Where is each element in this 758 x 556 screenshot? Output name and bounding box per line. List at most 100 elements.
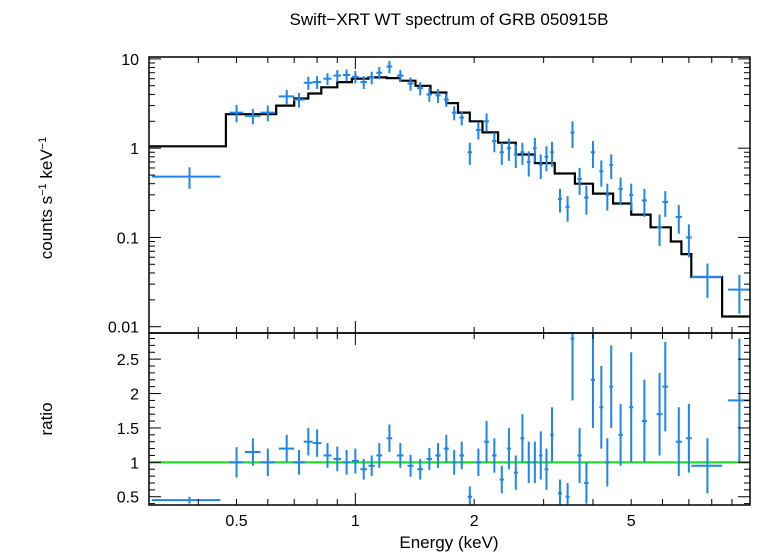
spectrum-panel: 0.01 0.1 1 10 counts s−1 keV−1 — [37, 52, 751, 337]
spectrum-data-point — [417, 82, 424, 96]
spectrum-y-label: counts s−1 keV−1 — [37, 137, 56, 259]
ratio-data-point — [544, 448, 549, 490]
x-tick-label: 0.5 — [225, 513, 247, 530]
ratio-y-tick-label: 1 — [130, 455, 139, 472]
ratio-y-label: ratio — [37, 402, 56, 435]
ratio-panel: 0.5 1 1.5 2 2.5 0.5 1 2 5 ratio — [37, 332, 751, 530]
spectrum-data-point — [312, 76, 322, 89]
spectrum-data-point — [577, 167, 582, 195]
ratio-data-point — [443, 434, 449, 463]
spectrum-data-point — [407, 77, 414, 91]
ratio-data-point — [526, 441, 531, 483]
ratio-data-point — [484, 421, 489, 463]
ratio-y-tick-label: 0.5 — [117, 490, 139, 507]
ratio-data-point — [451, 449, 457, 475]
spectrum-data-point — [609, 154, 614, 180]
spectrum-y-tick-label: 1 — [130, 141, 139, 158]
ratio-data-point — [368, 455, 375, 477]
ratio-data-point — [584, 462, 589, 504]
spectrum-data-point — [728, 274, 750, 314]
spectrum-data-point — [351, 71, 359, 84]
spectrum-y-tick-label: 0.1 — [117, 230, 139, 247]
ratio-data-point — [278, 434, 295, 463]
spectrum-data-point — [426, 88, 433, 102]
ratio-data-point — [656, 372, 663, 456]
ratio-y-tick-label: 1.5 — [117, 421, 139, 438]
spectrum-data-point — [386, 60, 393, 74]
ratio-data-point — [629, 352, 634, 463]
spectrum-data-point — [396, 70, 404, 83]
ratio-data-point — [513, 455, 518, 490]
spectrum-data-point — [451, 106, 457, 121]
ratio-data-point — [323, 443, 332, 468]
ratio-data-point — [244, 438, 261, 466]
ratio-data-point — [550, 407, 554, 463]
ratio-data-point — [662, 341, 669, 432]
spectrum-data-point — [584, 185, 589, 215]
spectrum-data-point — [229, 104, 244, 123]
spectrum-data-point — [629, 183, 634, 211]
ratio-data-point — [570, 333, 575, 401]
spectrum-data-point — [675, 205, 682, 234]
ratio-data-point — [691, 438, 723, 494]
ratio-data-point — [605, 438, 610, 487]
ratio-data-point — [376, 443, 383, 468]
ratio-data-point — [312, 429, 322, 457]
x-tick-label: 2 — [470, 513, 479, 530]
spectrum-data-point — [550, 141, 554, 167]
model-curve — [149, 76, 750, 318]
spectrum-data-point — [570, 121, 575, 149]
ratio-data-point — [351, 448, 359, 474]
ratio-data-point — [533, 441, 537, 483]
x-tick-label: 1 — [351, 513, 360, 530]
ratio-data-point — [520, 414, 525, 463]
spectrum-data-point — [492, 132, 497, 153]
ratio-data-point — [417, 458, 424, 480]
spectrum-x-tick-marks — [148, 57, 751, 333]
x-tick-label: 5 — [627, 513, 636, 530]
ratio-frame — [148, 332, 751, 506]
spectrum-data-point — [151, 167, 221, 189]
ratio-data-point — [539, 431, 543, 480]
spectrum-data-point — [323, 73, 332, 85]
spectrum-data-point — [599, 160, 604, 187]
spectrum-data-point — [459, 111, 465, 126]
spectrum-data-point — [605, 183, 610, 211]
ratio-data-point — [565, 482, 570, 505]
ratio-data-point — [360, 458, 367, 480]
ratio-data-point — [609, 345, 614, 428]
ratio-data-point — [396, 443, 404, 468]
ratio-data-point — [229, 447, 244, 478]
spectrum-data-point — [467, 142, 472, 165]
spectrum-data-point — [691, 263, 723, 298]
ratio-data-point — [407, 454, 414, 477]
spectrum-data-point — [506, 138, 512, 161]
spectrum-data-point — [656, 214, 663, 247]
chart-title: Swift−XRT WT spectrum of GRB 050915B — [290, 10, 609, 29]
spectrum-data-point — [260, 105, 275, 122]
ratio-data-point — [599, 366, 604, 449]
ratio-data-point — [426, 447, 433, 470]
spectrum-data-point — [557, 188, 563, 213]
ratio-data-point — [492, 438, 497, 473]
ratio-data-point — [292, 449, 305, 475]
ratio-data-point — [590, 333, 596, 428]
spectrum-data-point — [618, 177, 623, 206]
ratio-data-point — [435, 443, 441, 468]
spectrum-data-point — [333, 70, 342, 83]
spectrum-data-point — [435, 88, 441, 104]
ratio-y-ticks: 0.5 1 1.5 2 2.5 — [117, 338, 750, 507]
ratio-data-point — [641, 379, 647, 463]
ratio-data-point — [333, 446, 342, 472]
spectrum-data-point — [475, 122, 481, 140]
ratio-data-point — [577, 427, 582, 483]
ratio-data-point — [386, 424, 393, 453]
ratio-data-point — [459, 441, 465, 470]
ratio-data-point — [499, 465, 504, 494]
ratio-y-tick-label: 2 — [130, 387, 139, 404]
ratio-data-point — [675, 407, 682, 477]
spectrum-data-point — [520, 142, 525, 165]
spectrum-data-point — [278, 89, 295, 105]
spectrum-data-point — [368, 71, 375, 85]
spectrum-data-point — [539, 154, 543, 180]
